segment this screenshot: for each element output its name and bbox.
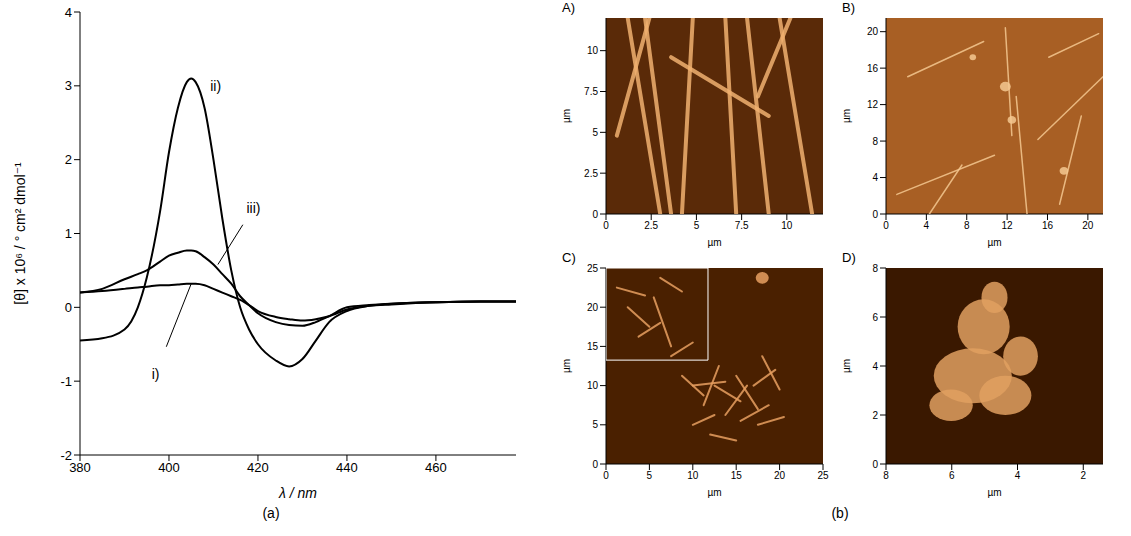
svg-text:5: 5 (647, 470, 653, 481)
html-text:C): C) (562, 250, 576, 265)
svg-text:0: 0 (592, 209, 598, 220)
svg-text:20: 20 (1082, 220, 1094, 231)
svg-text:µm: µm (707, 237, 721, 248)
svg-text:10: 10 (687, 470, 699, 481)
svg-text:20: 20 (587, 302, 599, 313)
svg-text:ii): ii) (210, 78, 221, 94)
svg-text:12: 12 (867, 99, 879, 110)
svg-text:420: 420 (247, 460, 269, 475)
svg-text:4: 4 (65, 5, 72, 20)
svg-text:460: 460 (425, 460, 447, 475)
svg-text:5: 5 (694, 220, 700, 231)
svg-text:400: 400 (158, 460, 180, 475)
svg-text:10: 10 (587, 380, 599, 391)
svg-text:µm: µm (841, 109, 852, 123)
svg-text:8: 8 (964, 220, 970, 231)
svg-text:7.5: 7.5 (584, 86, 598, 97)
html-text:(b): (b) (831, 505, 849, 521)
svg-text:10: 10 (781, 220, 793, 231)
svg-text:2: 2 (65, 152, 72, 167)
svg-text:2: 2 (1080, 470, 1086, 481)
svg-text:12: 12 (1002, 220, 1014, 231)
svg-text:380: 380 (69, 460, 91, 475)
svg-text:7.5: 7.5 (735, 220, 749, 231)
html-text:(a): (a) (262, 505, 280, 521)
svg-text:25: 25 (587, 263, 599, 274)
svg-text:4: 4 (1015, 470, 1021, 481)
svg-text:8: 8 (883, 470, 889, 481)
svg-text:15: 15 (731, 470, 743, 481)
svg-text:440: 440 (336, 460, 358, 475)
html-text:A): A) (562, 0, 575, 15)
svg-text:8: 8 (872, 263, 878, 274)
svg-text:0: 0 (592, 459, 598, 470)
svg-text:[θ] x 10⁶ / ° cm² dmol⁻¹: [θ] x 10⁶ / ° cm² dmol⁻¹ (12, 162, 28, 305)
svg-text:4: 4 (872, 361, 878, 372)
svg-text:16: 16 (867, 63, 879, 74)
svg-text:25: 25 (817, 470, 829, 481)
svg-text:15: 15 (587, 341, 599, 352)
svg-text:iii): iii) (247, 200, 261, 216)
svg-text:µm: µm (707, 487, 721, 498)
svg-text:5: 5 (592, 419, 598, 430)
svg-text:µm: µm (841, 359, 852, 373)
svg-text:0: 0 (603, 220, 609, 231)
svg-text:10: 10 (587, 45, 599, 56)
svg-text:1: 1 (65, 226, 72, 241)
svg-text:-2: -2 (60, 448, 72, 463)
svg-text:λ / nm: λ / nm (278, 485, 317, 500)
svg-text:0: 0 (883, 220, 889, 231)
svg-text:4: 4 (872, 172, 878, 183)
html-text:D): D) (842, 250, 856, 265)
svg-text:2: 2 (872, 410, 878, 421)
svg-text:µm: µm (987, 237, 1001, 248)
svg-text:3: 3 (65, 78, 72, 93)
svg-text:0: 0 (872, 209, 878, 220)
svg-text:4: 4 (924, 220, 930, 231)
svg-text:0: 0 (65, 300, 72, 315)
svg-text:-1: -1 (60, 374, 72, 389)
svg-text:20: 20 (867, 26, 879, 37)
svg-text:µm: µm (561, 359, 572, 373)
svg-text:20: 20 (774, 470, 786, 481)
svg-text:2.5: 2.5 (584, 168, 598, 179)
svg-text:8: 8 (872, 136, 878, 147)
svg-text:i): i) (152, 366, 160, 382)
svg-text:0: 0 (872, 459, 878, 470)
svg-text:6: 6 (872, 312, 878, 323)
svg-text:µm: µm (561, 109, 572, 123)
svg-text:2.5: 2.5 (644, 220, 658, 231)
svg-text:0: 0 (603, 470, 609, 481)
svg-text:16: 16 (1042, 220, 1054, 231)
svg-text:5: 5 (592, 127, 598, 138)
svg-text:6: 6 (949, 470, 955, 481)
svg-text:µm: µm (987, 487, 1001, 498)
html-text:B): B) (842, 0, 855, 15)
